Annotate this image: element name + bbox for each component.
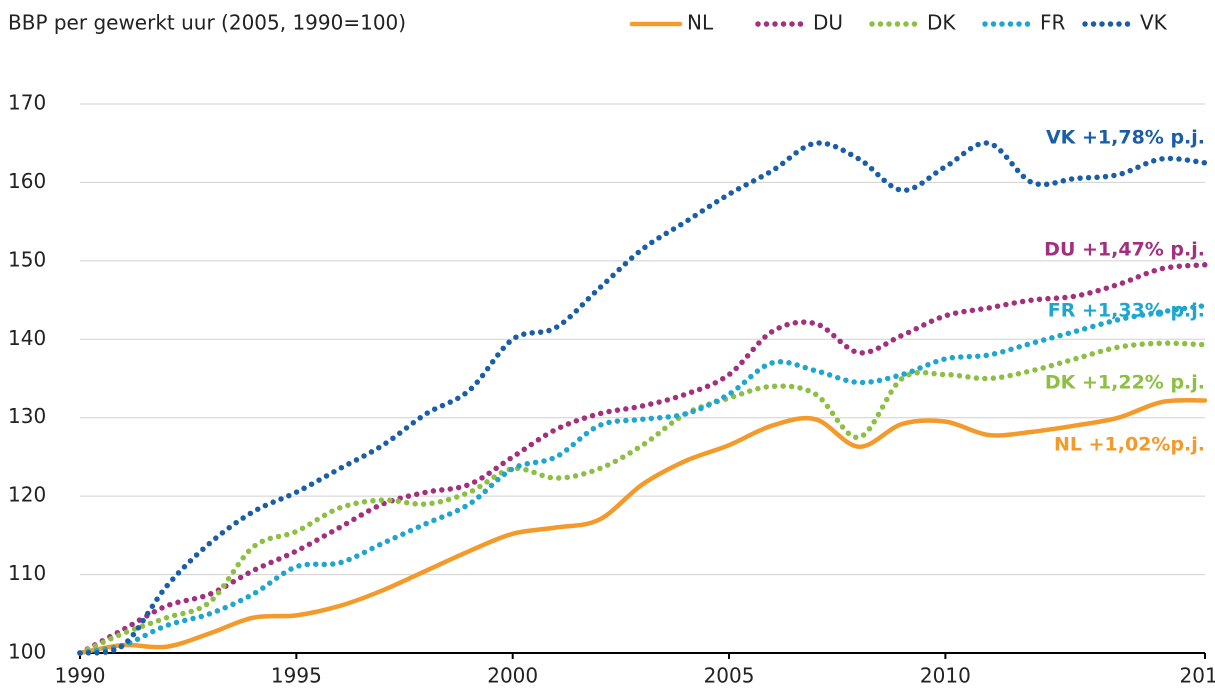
x-tick-label: 2010	[920, 664, 971, 688]
series-annotation: FR +1,33% p.j.	[1048, 300, 1205, 322]
x-tick-label: 1995	[271, 664, 322, 688]
y-tick-label: 110	[8, 561, 46, 585]
series-annotation: NL +1,02%p.j.	[1054, 434, 1205, 456]
legend-label: VK	[1140, 11, 1168, 35]
y-tick-label: 100	[8, 640, 46, 664]
x-tick-label: 2000	[487, 664, 538, 688]
y-tick-label: 120	[8, 483, 46, 507]
y-tick-label: 170	[8, 91, 46, 115]
series-line	[77, 340, 1208, 656]
series-line	[77, 262, 1208, 656]
x-tick-label: 2016	[1180, 664, 1215, 688]
series-line	[77, 302, 1208, 656]
series-line	[77, 398, 1208, 656]
legend-label: DU	[813, 11, 843, 35]
y-tick-label: 160	[8, 169, 46, 193]
legend-label: FR	[1040, 11, 1066, 35]
series-annotation: DU +1,47% p.j.	[1044, 239, 1205, 261]
x-tick-label: 2005	[704, 664, 755, 688]
y-tick-label: 150	[8, 247, 46, 271]
series-annotation: DK +1,22% p.j.	[1045, 372, 1205, 394]
y-tick-label: 140	[8, 326, 46, 350]
y-tick-label: 130	[8, 404, 46, 428]
legend-label: DK	[927, 11, 956, 35]
chart-title: BBP per gewerkt uur (2005, 1990=100)	[8, 11, 406, 35]
x-tick-label: 1990	[55, 664, 106, 688]
legend-label: NL	[687, 11, 714, 35]
series-line	[77, 140, 1208, 656]
series-annotation: VK +1,78% p.j.	[1046, 127, 1205, 149]
